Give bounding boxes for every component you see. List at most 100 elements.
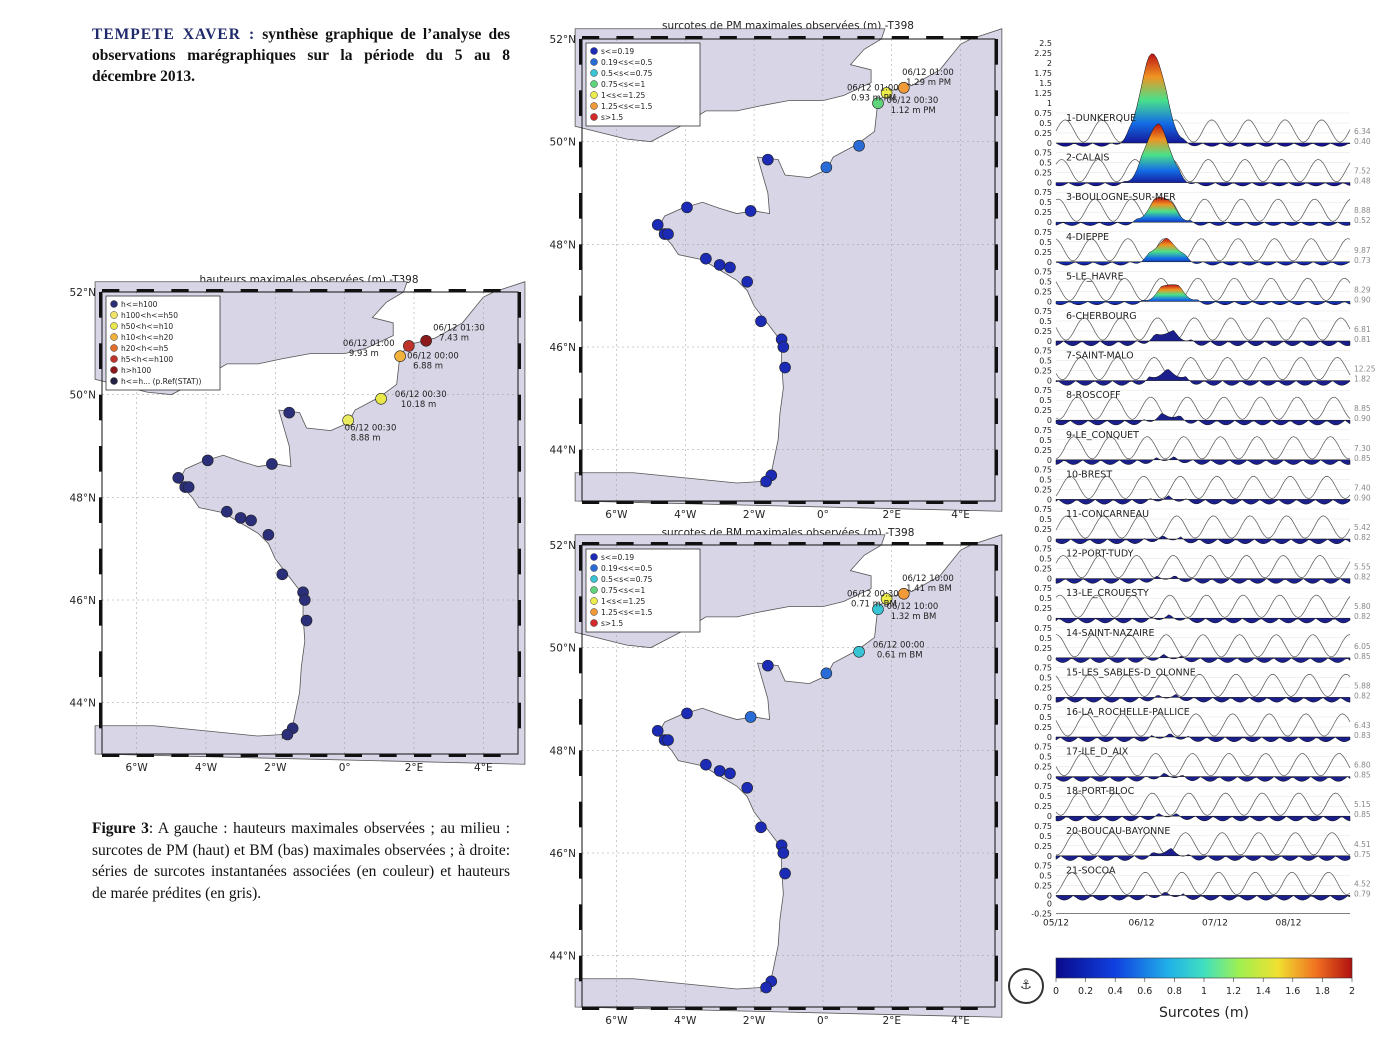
y-tick-label: 0.5 [1039,475,1052,484]
station-right-value: 4.51 [1354,840,1371,849]
lon-tick-label: 6°W [126,762,149,774]
legend-label: s<=0.19 [601,553,634,562]
frame-segment [579,596,582,622]
legend-marker [590,91,598,99]
map-legend: s<=0.19 0.19<s<=0.5 0.5<s<=0.75 0.75<s<=1 1<… [585,42,701,127]
station-right-value: 5.55 [1354,563,1371,572]
y-tick-label: 0.5 [1039,357,1052,366]
frame-segment [719,542,737,545]
frame-segment [719,1007,737,1010]
y-tick-label: 0.5 [1039,159,1052,168]
frame-segment [995,596,998,622]
y-tick-label: 0.5 [1039,713,1052,722]
annotation-date: 06/12 01:00 [847,83,899,93]
y-tick-label: 0 [1047,337,1052,346]
map-legend: h<=h100 h100<h<=h50 h50<h<=h10 h10<h<=h20 h2… [105,295,221,391]
y-tick-label: 0.25 [1034,485,1052,494]
frame-segment [754,542,772,545]
frame-segment [788,1007,806,1010]
station-label: 18-PORT-BLOC [1066,786,1135,797]
y-tick-label: 0.5 [1039,436,1052,445]
annotation-value: 1.41 m BM [906,584,952,594]
colorbar-tick-label: 0 [1053,986,1059,997]
colorbar-tick-label: 0.2 [1078,986,1093,997]
frame-segment [891,501,909,504]
y-tick-label: 0.75 [1034,149,1052,158]
frame-segment [685,1007,703,1010]
x-tick-label: 05/12 [1043,918,1069,928]
predicted-tide-line [1055,238,1351,262]
frame-segment [579,449,582,476]
colorbar-tick-label: 1.2 [1226,986,1241,997]
heading-lead: TEMPETE XAVER : [92,26,256,43]
legend-label: 0.5<s<=0.75 [601,69,653,78]
frame-segment [995,699,998,725]
lon-tick-label: 2°E [882,1015,901,1027]
station-marker [172,472,185,484]
y-tick-label: 0.25 [1034,406,1052,415]
frame-segment [99,343,102,369]
surge-area [1055,847,1351,861]
colorbar-tick-label: 0.6 [1137,986,1152,997]
legend-marker [590,69,598,77]
frame-segment [995,801,998,828]
lon-tick-label: 4°W [674,1015,697,1027]
station-marker [760,981,772,994]
legend-marker [590,608,598,616]
lat-tick-label: 44°N [550,445,576,457]
lat-tick-label: 50°N [70,390,96,402]
frame-segment [857,36,875,39]
frame-segment [685,501,703,504]
y-tick-label: 0 [1047,218,1052,227]
station-marker [872,97,884,109]
station-label: 15-LES_SABLES-D_OLONNE [1066,667,1196,678]
frame-segment [518,446,521,472]
surge-area [1055,369,1351,386]
annotation-date: 06/12 00:00 [873,641,925,651]
station-right-value: 5.15 [1354,800,1371,809]
station-right-value: 0.81 [1354,335,1371,344]
frame-segment [960,36,978,39]
annotation-value: 6.88 m [413,362,443,372]
frame-segment [995,244,998,270]
annotation-date: 06/12 00:30 [847,589,899,599]
frame-segment [518,497,521,523]
y-tick-label: 0 [1047,575,1052,584]
y-tick-label: 2.5 [1039,39,1052,48]
legend-label: 0.19<s<=0.5 [601,58,653,67]
y-tick-label: 0.75 [1034,347,1052,356]
station-marker [201,454,214,467]
frame-segment [995,398,998,424]
legend-label: s>1.5 [601,113,623,122]
y-tick-label: 0.75 [1034,109,1052,118]
legend-marker [590,619,598,627]
y-tick-label: 0.25 [1034,683,1052,692]
frame-segment [650,501,669,504]
station-label: 11-CONCARNEAU [1066,509,1149,520]
y-tick-label: 0.5 [1039,753,1052,762]
x-tick-label: 06/12 [1129,918,1155,928]
frame-segment [995,449,998,476]
legend-marker [110,300,118,308]
station-right-value: 0.85 [1354,652,1371,661]
station-right-value: 0.85 [1354,454,1371,463]
lon-tick-label: 4°E [474,762,493,774]
y-tick-label: 0 [1047,812,1052,821]
station-label: 4-DIEPPE [1066,232,1109,243]
frame-segment [579,853,582,879]
station-marker [234,512,247,524]
station-marker [777,847,790,859]
station-marker [713,259,726,271]
station-label: 7-SAINT-MALO [1066,351,1134,362]
frame-segment [518,548,521,575]
frame-segment [579,244,582,270]
frame-segment [579,750,582,776]
station-marker [744,205,757,217]
frame-segment [240,754,258,757]
station-marker [221,505,233,518]
y-tick-label: 0 [1047,693,1052,702]
legend-label: s<=0.19 [601,47,634,56]
predicted-tide-line [1055,277,1351,301]
predicted-tide-line [1055,594,1351,618]
station-right-value: 0.82 [1354,612,1371,621]
